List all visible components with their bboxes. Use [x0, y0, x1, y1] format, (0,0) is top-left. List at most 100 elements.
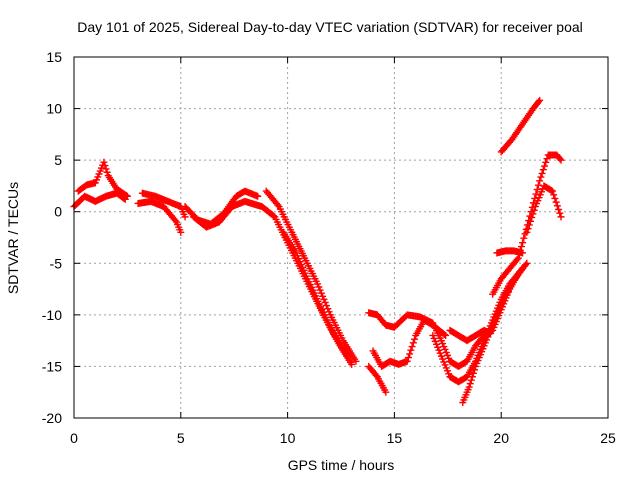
y-tick-label: -15 — [42, 358, 62, 374]
data-point — [519, 249, 527, 257]
series-arc-9 — [369, 316, 450, 370]
plot-frame — [73, 56, 609, 419]
chart-title: Day 101 of 2025, Sidereal Day-to-day VTE… — [77, 19, 583, 35]
y-tick-label: -5 — [50, 255, 63, 271]
y-tick-label: 0 — [54, 204, 62, 220]
x-tick-label: 25 — [600, 430, 616, 446]
data-point — [534, 181, 542, 189]
y-tick-label: -10 — [42, 307, 62, 323]
data-point — [542, 158, 550, 166]
data-point — [468, 373, 476, 381]
data-point — [530, 199, 538, 207]
series-arc-14 — [446, 326, 495, 345]
data-point — [536, 177, 544, 185]
series-arc-17 — [497, 96, 544, 156]
data-point — [171, 216, 179, 224]
data-point — [122, 191, 130, 199]
data-point — [372, 371, 380, 379]
series-arc-18 — [523, 182, 565, 236]
data-point — [529, 210, 537, 218]
data-point — [557, 156, 565, 164]
data-point — [403, 357, 411, 365]
data-point — [408, 343, 416, 351]
y-tick-label: 5 — [54, 152, 62, 168]
data-point — [442, 331, 450, 339]
data-point — [535, 98, 543, 106]
data-point — [320, 295, 328, 303]
data-point — [440, 330, 448, 338]
data-point — [101, 162, 109, 170]
series-arc-10 — [365, 362, 390, 396]
data-point — [317, 289, 325, 297]
data-point — [556, 209, 564, 217]
data-point — [519, 264, 527, 272]
data-point — [532, 190, 540, 198]
data-point — [465, 383, 473, 391]
data-point — [348, 360, 356, 368]
data-point — [100, 158, 108, 166]
data-point — [407, 346, 415, 354]
series-arc-4 — [134, 197, 185, 236]
data-point — [411, 335, 419, 343]
data-point — [533, 186, 541, 194]
data-point — [555, 206, 563, 214]
data-point — [471, 366, 478, 374]
data-point — [557, 213, 565, 221]
y-tick-label: 15 — [46, 49, 62, 65]
data-point — [543, 155, 551, 163]
data-point — [537, 173, 545, 181]
data-point — [325, 308, 333, 316]
data-point — [526, 217, 534, 225]
y-tick-label: 10 — [46, 101, 62, 117]
x-tick-labels: 0 5 10 15 20 25 — [70, 430, 616, 446]
data-point — [538, 169, 546, 177]
grid-layer — [73, 56, 609, 419]
data-point — [409, 339, 417, 347]
data-point — [519, 239, 527, 247]
data-point — [520, 234, 528, 242]
data-point — [487, 329, 495, 337]
x-tick-label: 15 — [387, 430, 403, 446]
data-point — [406, 350, 414, 358]
data-point — [274, 201, 282, 209]
marks-layer — [70, 96, 565, 407]
series-arc-8 — [279, 228, 351, 360]
x-tick-label: 0 — [70, 430, 78, 446]
data-point — [467, 376, 475, 384]
data-point — [315, 283, 323, 291]
data-point — [314, 280, 322, 288]
y-axis-label: SDTVAR / TECUs — [5, 182, 21, 294]
data-point — [539, 166, 547, 174]
data-point — [528, 214, 536, 222]
data-point — [517, 243, 525, 251]
data-point — [550, 191, 558, 199]
data-point — [523, 228, 531, 236]
data-point — [404, 354, 412, 362]
data-point — [319, 292, 327, 300]
data-point — [548, 187, 556, 195]
data-point — [352, 357, 360, 365]
data-point — [536, 96, 544, 104]
series-arc-16 — [493, 247, 527, 257]
x-axis-label: GPS time / hours — [288, 457, 395, 473]
data-point — [525, 221, 533, 229]
data-point — [181, 213, 189, 221]
data-point — [270, 212, 278, 220]
series-arc-7 — [262, 187, 360, 365]
data-point — [382, 388, 390, 396]
data-point — [322, 302, 330, 310]
y-tick-label: -20 — [42, 410, 62, 426]
data-point — [553, 202, 561, 210]
series-arc-6 — [190, 197, 356, 368]
y-tick-labels: 15 10 5 0 -5 -10 -15 -20 — [42, 49, 62, 426]
data-point — [103, 168, 111, 176]
data-point — [469, 369, 477, 377]
data-point — [316, 286, 324, 294]
data-point — [321, 298, 329, 306]
data-point — [513, 256, 521, 264]
data-point — [522, 261, 530, 269]
data-point — [547, 186, 555, 194]
data-point — [254, 192, 262, 200]
data-point — [324, 305, 332, 313]
